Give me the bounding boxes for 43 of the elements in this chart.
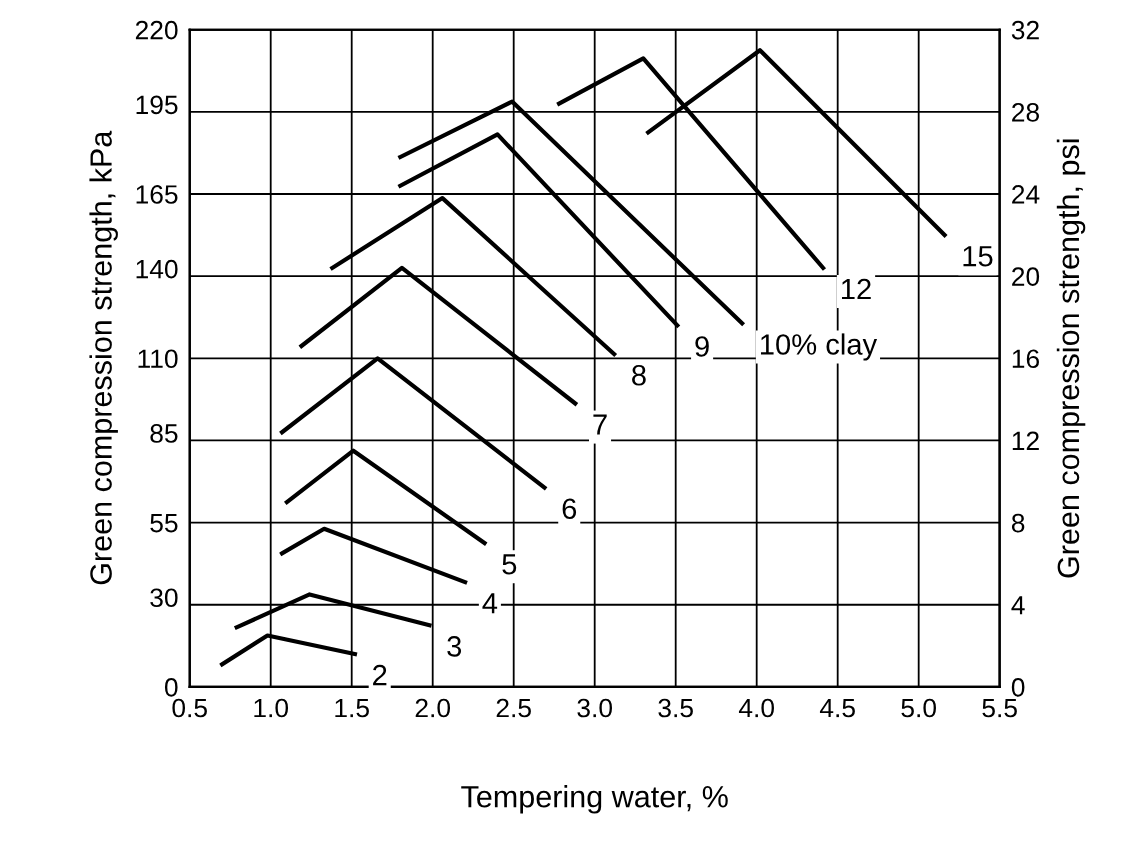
series-label: 2 (373, 664, 387, 686)
series-label: 12 (842, 278, 871, 300)
x-tick-label: 1.0 (254, 698, 289, 718)
x-tick-label: 2.5 (496, 698, 531, 718)
y-tick-label: 220 (135, 20, 178, 40)
series-label: 15 (963, 246, 993, 267)
x-tick-label: 5.5 (982, 698, 1017, 718)
y2-tick-label: 8 (1011, 513, 1025, 533)
series-label: 10% clay (761, 333, 878, 361)
series-label: 9 (695, 336, 709, 357)
y-tick-label: 30 (150, 588, 178, 608)
x-tick-label: 4.0 (738, 698, 774, 718)
y2-tick-label: 0 (1011, 678, 1025, 697)
x-tick-label: 1.5 (335, 698, 369, 718)
series-label: 3 (447, 636, 462, 657)
y2-tick-label: 4 (1011, 596, 1025, 615)
y2-tick-label: 24 (1012, 185, 1040, 204)
y2-tick-label: 16 (1012, 349, 1039, 369)
x-axis-title: Tempering water, % (461, 785, 728, 814)
y2-axis-title: Green compression strength, psi (1056, 139, 1086, 578)
x-tick-label: 0.5 (172, 698, 207, 718)
y2-tick-label: 20 (1012, 267, 1040, 286)
y-axis-title: Green compression strength, kPa (89, 130, 118, 585)
y2-tick-label: 32 (1011, 20, 1039, 40)
x-tick-label: 5.0 (901, 698, 936, 718)
series-label: 5 (502, 554, 517, 575)
y-tick-label: 140 (136, 259, 178, 279)
series-label: 8 (632, 364, 646, 386)
x-tick-label: 2.0 (415, 698, 451, 718)
y2-tick-label: 12 (1012, 431, 1039, 450)
series-label: 7 (593, 414, 607, 435)
y-tick-label: 85 (150, 424, 178, 443)
y-tick-label: 195 (136, 95, 178, 115)
series-label: 4 (482, 593, 498, 614)
y-tick-label: 55 (150, 513, 178, 533)
y-tick-label: 0 (164, 678, 178, 697)
y-tick-label: 110 (138, 349, 178, 369)
x-tick-label: 4.5 (819, 698, 855, 718)
y2-tick-label: 28 (1012, 102, 1039, 122)
series-label: 6 (562, 498, 577, 520)
x-tick-label: 3.5 (658, 698, 693, 718)
x-tick-label: 3.0 (577, 698, 613, 718)
y-tick-label: 165 (136, 185, 178, 204)
